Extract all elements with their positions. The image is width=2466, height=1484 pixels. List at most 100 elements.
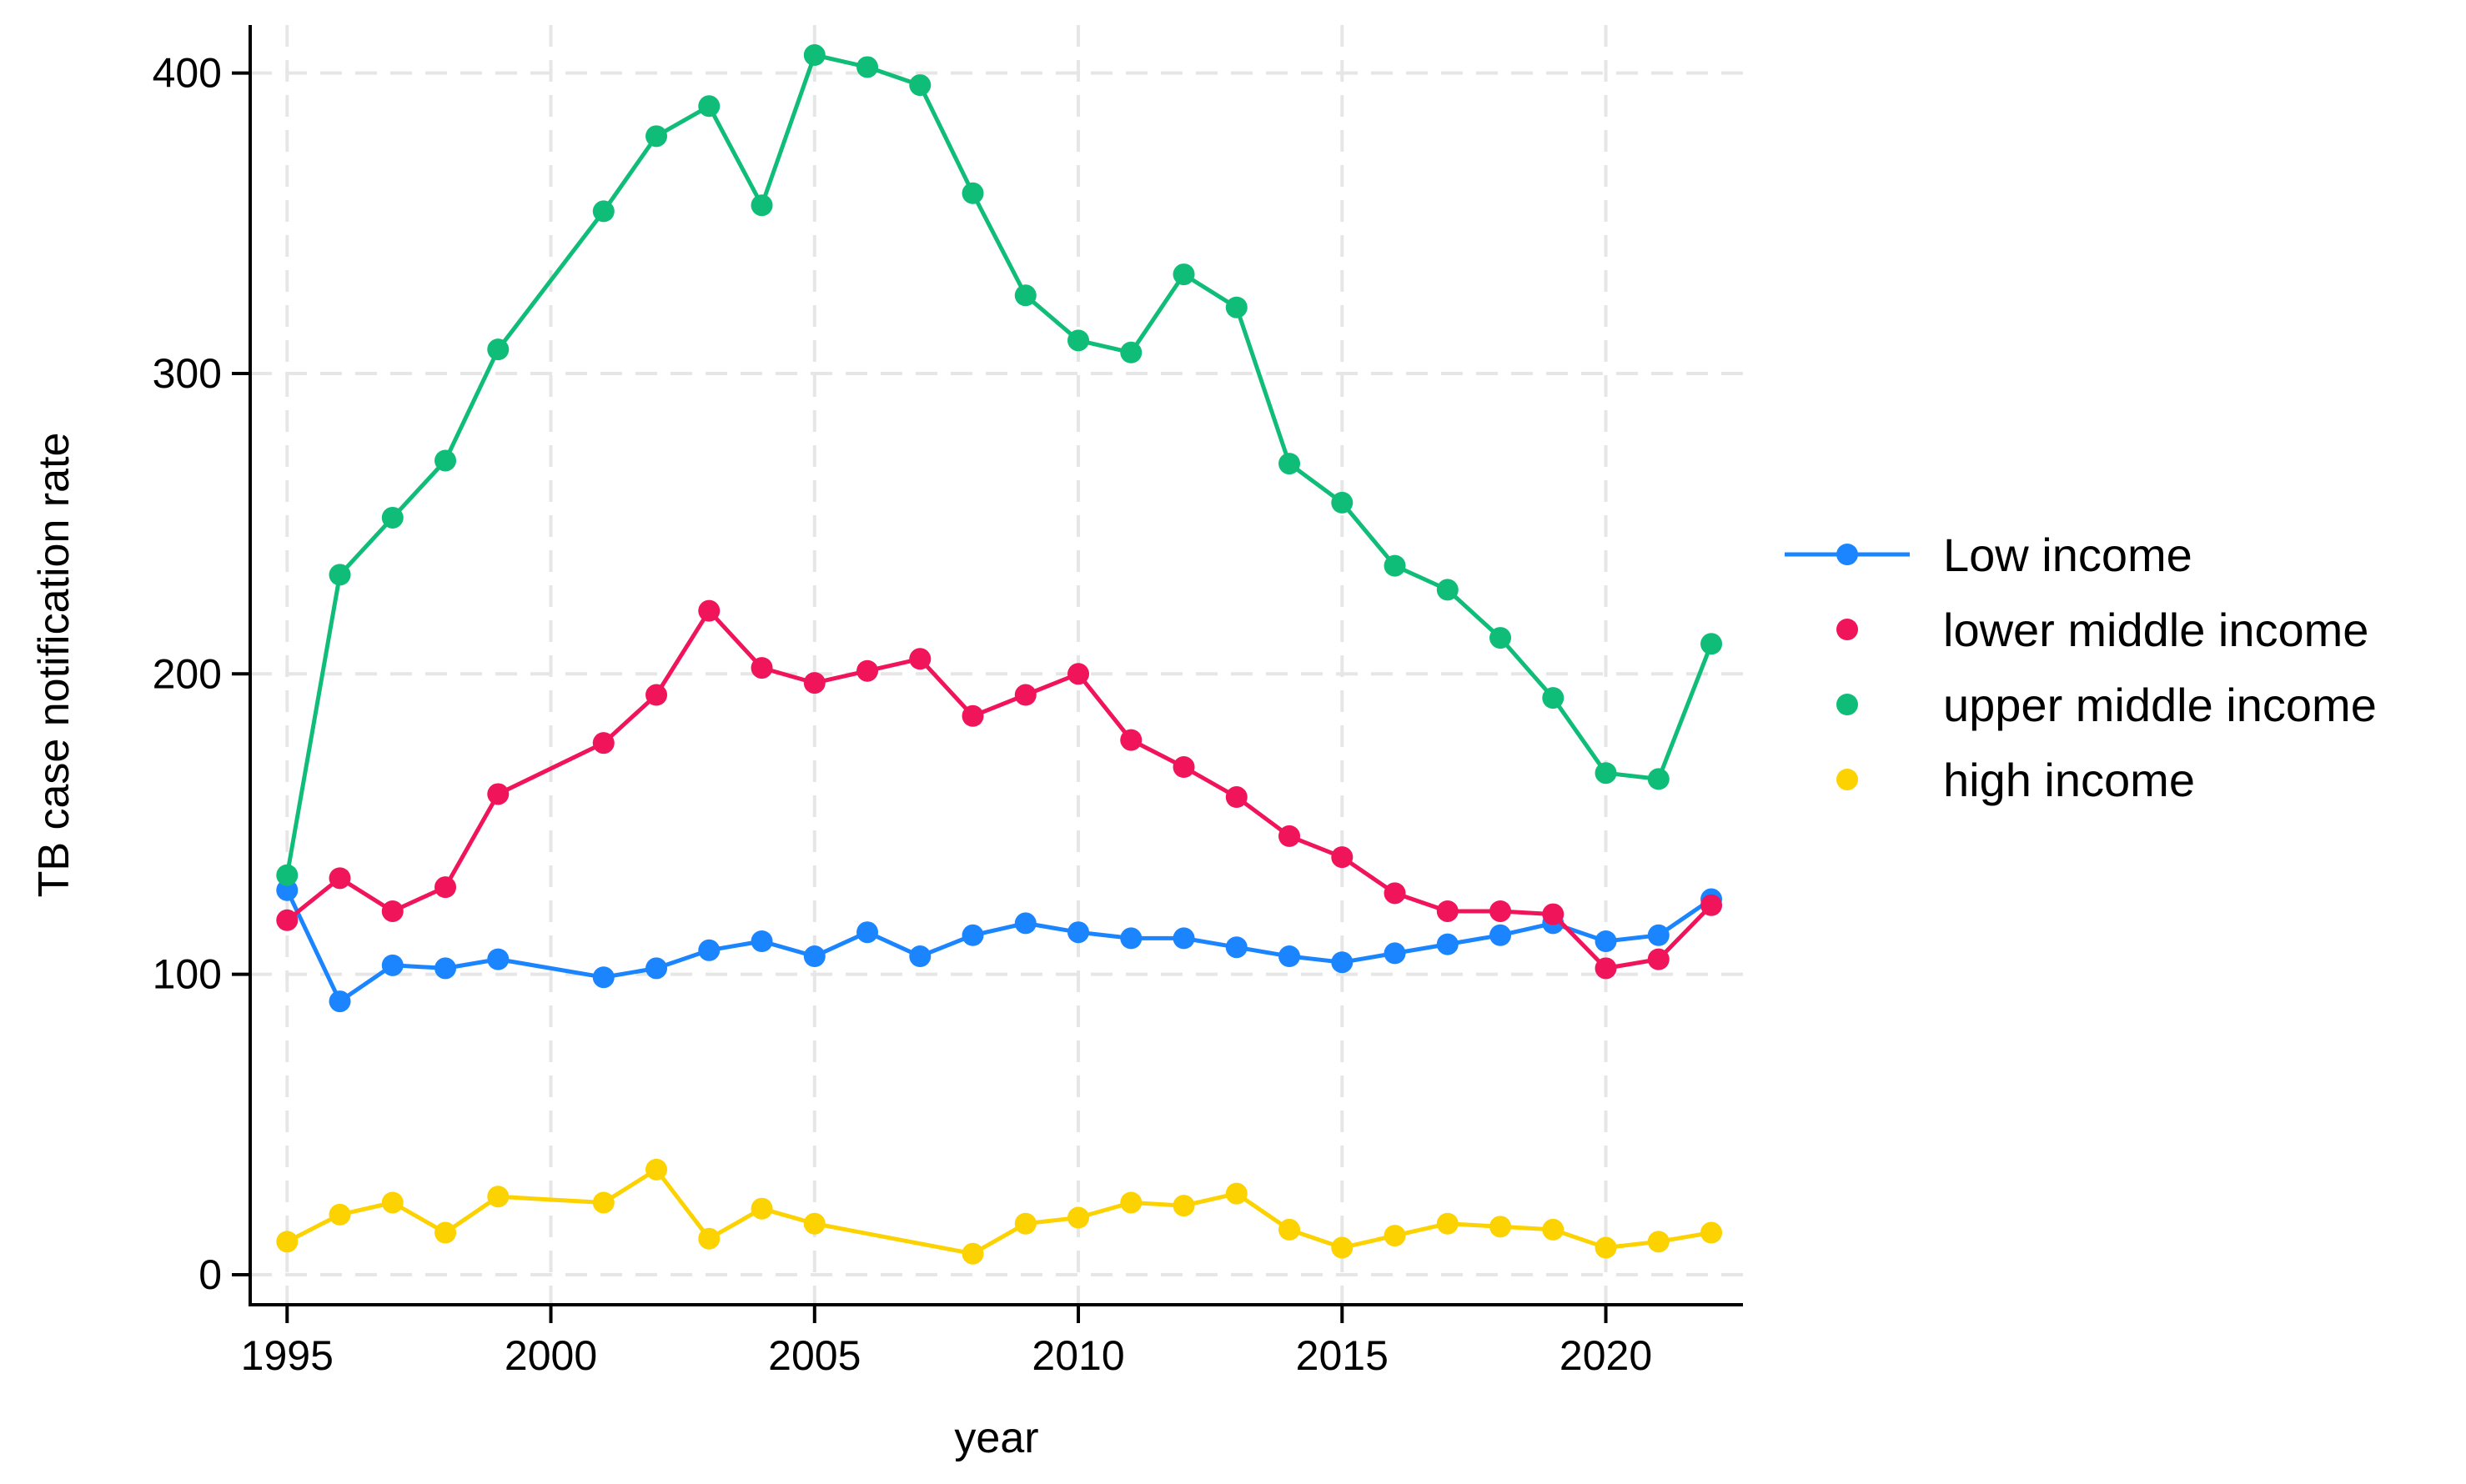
data-point-high-income-2002 bbox=[645, 1158, 668, 1181]
y-tick-label-100: 100 bbox=[153, 951, 222, 998]
data-point-lower-middle-income-1995 bbox=[276, 909, 299, 931]
data-point-upper-middle-income-2001 bbox=[592, 200, 615, 223]
x-tick-label-2010: 2010 bbox=[1032, 1332, 1124, 1379]
data-point-low-income-2014 bbox=[1278, 945, 1301, 968]
legend-label-low-income: Low income bbox=[1943, 529, 2192, 581]
data-point-high-income-2001 bbox=[592, 1191, 615, 1214]
data-point-upper-middle-income-2020 bbox=[1595, 762, 1617, 785]
data-point-upper-middle-income-2022 bbox=[1700, 633, 1723, 655]
data-point-low-income-2008 bbox=[962, 924, 984, 946]
data-point-high-income-2010 bbox=[1067, 1206, 1090, 1229]
data-point-lower-middle-income-2015 bbox=[1331, 846, 1354, 869]
data-point-lower-middle-income-1996 bbox=[329, 867, 351, 890]
data-point-upper-middle-income-2016 bbox=[1384, 554, 1406, 577]
data-point-lower-middle-income-2005 bbox=[803, 672, 826, 694]
data-point-low-income-2012 bbox=[1173, 927, 1195, 950]
data-point-lower-middle-income-2013 bbox=[1225, 786, 1248, 809]
legend-marker-lower-middle-income bbox=[1836, 619, 1858, 640]
x-tick-label-2005: 2005 bbox=[768, 1332, 861, 1379]
legend: Low income lower middle income upper middl… bbox=[1785, 529, 2377, 806]
legend-label-high-income: high income bbox=[1943, 754, 2195, 806]
data-point-high-income-2009 bbox=[1014, 1212, 1037, 1235]
data-point-low-income-2011 bbox=[1120, 927, 1143, 950]
data-point-low-income-2003 bbox=[698, 939, 721, 961]
series-low-income bbox=[276, 879, 1723, 1013]
axes: 0 100 200 300 400 1995 2000 2005 2010 2015 2020 bbox=[153, 25, 1743, 1379]
data-point-high-income-1995 bbox=[276, 1231, 299, 1253]
data-point-lower-middle-income-2009 bbox=[1014, 684, 1037, 706]
data-point-low-income-2015 bbox=[1331, 951, 1354, 974]
data-point-low-income-2002 bbox=[645, 957, 668, 980]
data-point-lower-middle-income-2006 bbox=[856, 659, 879, 682]
data-point-lower-middle-income-2002 bbox=[645, 684, 668, 706]
data-point-upper-middle-income-1999 bbox=[487, 338, 510, 361]
data-point-upper-middle-income-1995 bbox=[276, 864, 299, 886]
x-tick-label-1995: 1995 bbox=[241, 1332, 334, 1379]
data-point-upper-middle-income-2007 bbox=[909, 74, 932, 97]
data-point-upper-middle-income-2013 bbox=[1225, 296, 1248, 318]
legend-item-high-income: high income bbox=[1836, 754, 2195, 806]
data-point-lower-middle-income-2011 bbox=[1120, 729, 1143, 751]
data-point-low-income-2016 bbox=[1384, 942, 1406, 965]
data-point-high-income-2008 bbox=[962, 1242, 984, 1265]
data-point-low-income-2010 bbox=[1067, 921, 1090, 944]
data-point-low-income-1998 bbox=[434, 957, 457, 980]
series-upper-middle-income bbox=[276, 44, 1723, 886]
data-point-high-income-2020 bbox=[1595, 1236, 1617, 1259]
data-point-high-income-1997 bbox=[381, 1191, 404, 1214]
legend-label-upper-middle-income: upper middle income bbox=[1943, 679, 2377, 731]
data-point-low-income-2020 bbox=[1595, 930, 1617, 953]
data-point-high-income-2012 bbox=[1173, 1195, 1195, 1217]
data-point-lower-middle-income-2004 bbox=[751, 657, 773, 679]
data-point-high-income-2003 bbox=[698, 1227, 721, 1250]
legend-item-low-income: Low income bbox=[1785, 529, 2192, 581]
data-point-high-income-2019 bbox=[1542, 1218, 1564, 1241]
data-point-high-income-2014 bbox=[1278, 1218, 1301, 1241]
data-point-upper-middle-income-2009 bbox=[1014, 284, 1037, 307]
data-point-upper-middle-income-2008 bbox=[962, 182, 984, 204]
data-point-lower-middle-income-2017 bbox=[1436, 900, 1459, 922]
y-tick-label-400: 400 bbox=[153, 50, 222, 97]
data-point-high-income-2004 bbox=[751, 1197, 773, 1220]
x-tick-label-2000: 2000 bbox=[505, 1332, 597, 1379]
data-point-lower-middle-income-2010 bbox=[1067, 663, 1090, 685]
legend-item-upper-middle-income: upper middle income bbox=[1836, 679, 2377, 731]
data-point-low-income-1997 bbox=[381, 954, 404, 976]
data-point-lower-middle-income-2007 bbox=[909, 648, 932, 670]
data-point-lower-middle-income-2012 bbox=[1173, 756, 1195, 779]
data-point-high-income-2013 bbox=[1225, 1182, 1248, 1205]
series-layer bbox=[276, 44, 1723, 1265]
data-point-low-income-2009 bbox=[1014, 912, 1037, 935]
data-point-lower-middle-income-2019 bbox=[1542, 903, 1564, 925]
data-point-high-income-2017 bbox=[1436, 1212, 1459, 1235]
legend-marker-upper-middle-income bbox=[1836, 694, 1858, 715]
series-high-income bbox=[276, 1158, 1723, 1265]
data-point-upper-middle-income-1997 bbox=[381, 506, 404, 529]
data-point-upper-middle-income-2012 bbox=[1173, 263, 1195, 286]
series-lower-middle-income bbox=[276, 599, 1723, 980]
data-point-low-income-2021 bbox=[1647, 924, 1670, 946]
data-point-high-income-1999 bbox=[487, 1186, 510, 1208]
data-point-lower-middle-income-2003 bbox=[698, 599, 721, 622]
data-point-upper-middle-income-2005 bbox=[803, 44, 826, 67]
data-point-low-income-1996 bbox=[329, 990, 351, 1013]
data-point-upper-middle-income-2014 bbox=[1278, 453, 1301, 475]
x-tick-label-2015: 2015 bbox=[1296, 1332, 1389, 1379]
data-point-lower-middle-income-2014 bbox=[1278, 825, 1301, 847]
data-point-high-income-2022 bbox=[1700, 1221, 1723, 1244]
data-point-high-income-1996 bbox=[329, 1203, 351, 1226]
data-point-high-income-2021 bbox=[1647, 1231, 1670, 1253]
data-point-high-income-2016 bbox=[1384, 1225, 1406, 1247]
data-point-upper-middle-income-2018 bbox=[1489, 627, 1512, 649]
data-point-upper-middle-income-2011 bbox=[1120, 341, 1143, 363]
x-tick-label-2020: 2020 bbox=[1559, 1332, 1652, 1379]
data-point-low-income-2004 bbox=[751, 930, 773, 953]
data-point-lower-middle-income-1997 bbox=[381, 900, 404, 922]
data-point-low-income-1995 bbox=[276, 879, 299, 901]
data-point-upper-middle-income-2019 bbox=[1542, 687, 1564, 709]
data-point-upper-middle-income-2017 bbox=[1436, 579, 1459, 601]
data-point-low-income-2017 bbox=[1436, 933, 1459, 955]
legend-item-lower-middle-income: lower middle income bbox=[1836, 604, 2368, 656]
